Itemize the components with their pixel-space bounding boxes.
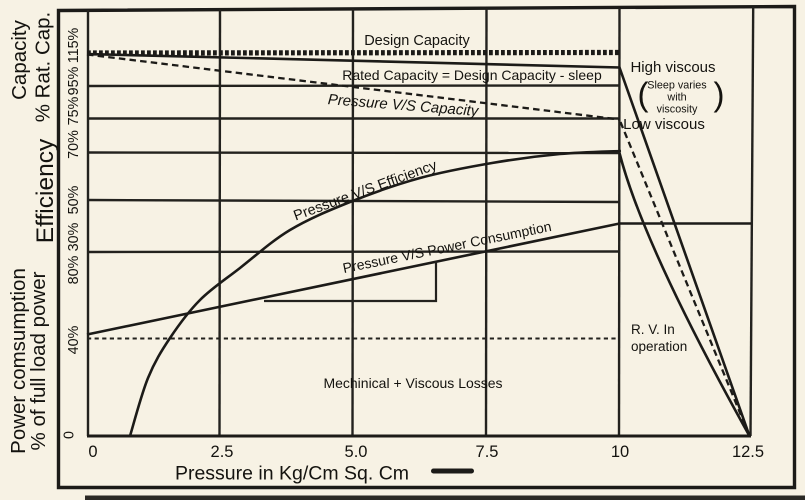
svg-text:operation: operation	[631, 339, 687, 354]
svg-text:): )	[714, 76, 725, 113]
svg-text:40%: 40%	[66, 325, 82, 354]
svg-text:95%: 95%	[66, 66, 82, 95]
svg-text:12.5: 12.5	[732, 443, 764, 461]
svg-text:80%: 80%	[66, 255, 82, 284]
svg-text:viscosity: viscosity	[657, 104, 698, 116]
svg-text:2.5: 2.5	[211, 443, 234, 461]
svg-text:% Rat. Cap.: % Rat. Cap.	[32, 12, 55, 123]
svg-text:(: (	[638, 76, 649, 113]
svg-text:Low viscous: Low viscous	[623, 116, 705, 133]
svg-text:0: 0	[62, 431, 78, 439]
svg-text:% of full load power: % of full load power	[27, 271, 50, 450]
svg-text:10: 10	[611, 443, 629, 461]
svg-text:Capacity: Capacity	[8, 19, 31, 100]
svg-text:75%: 75%	[66, 96, 82, 125]
svg-text:Power comsumption: Power comsumption	[7, 268, 30, 454]
svg-text:50%: 50%	[66, 185, 82, 214]
svg-text:7.5: 7.5	[476, 443, 499, 461]
svg-text:70%: 70%	[66, 130, 82, 159]
svg-text:115%: 115%	[66, 27, 82, 63]
svg-text:5.0: 5.0	[345, 443, 368, 461]
svg-text:High viscous: High viscous	[630, 59, 715, 76]
svg-text:Pressure in Kg/Cm Sq. Cm: Pressure in Kg/Cm Sq. Cm	[175, 463, 409, 485]
svg-text:0: 0	[88, 443, 97, 461]
svg-text:R. V. In: R. V. In	[631, 322, 675, 337]
svg-text:Mechinical + Viscous Losses: Mechinical + Viscous Losses	[323, 375, 502, 391]
svg-text:Rated Capacity = Design Capaci: Rated Capacity = Design Capacity - sleep	[342, 67, 602, 83]
svg-text:with: with	[666, 92, 686, 104]
svg-text:30%: 30%	[66, 222, 82, 251]
svg-text:Efficiency: Efficiency	[32, 138, 59, 243]
svg-text:Sleep varies: Sleep varies	[647, 80, 707, 92]
svg-text:Design Capacity: Design Capacity	[364, 33, 470, 49]
